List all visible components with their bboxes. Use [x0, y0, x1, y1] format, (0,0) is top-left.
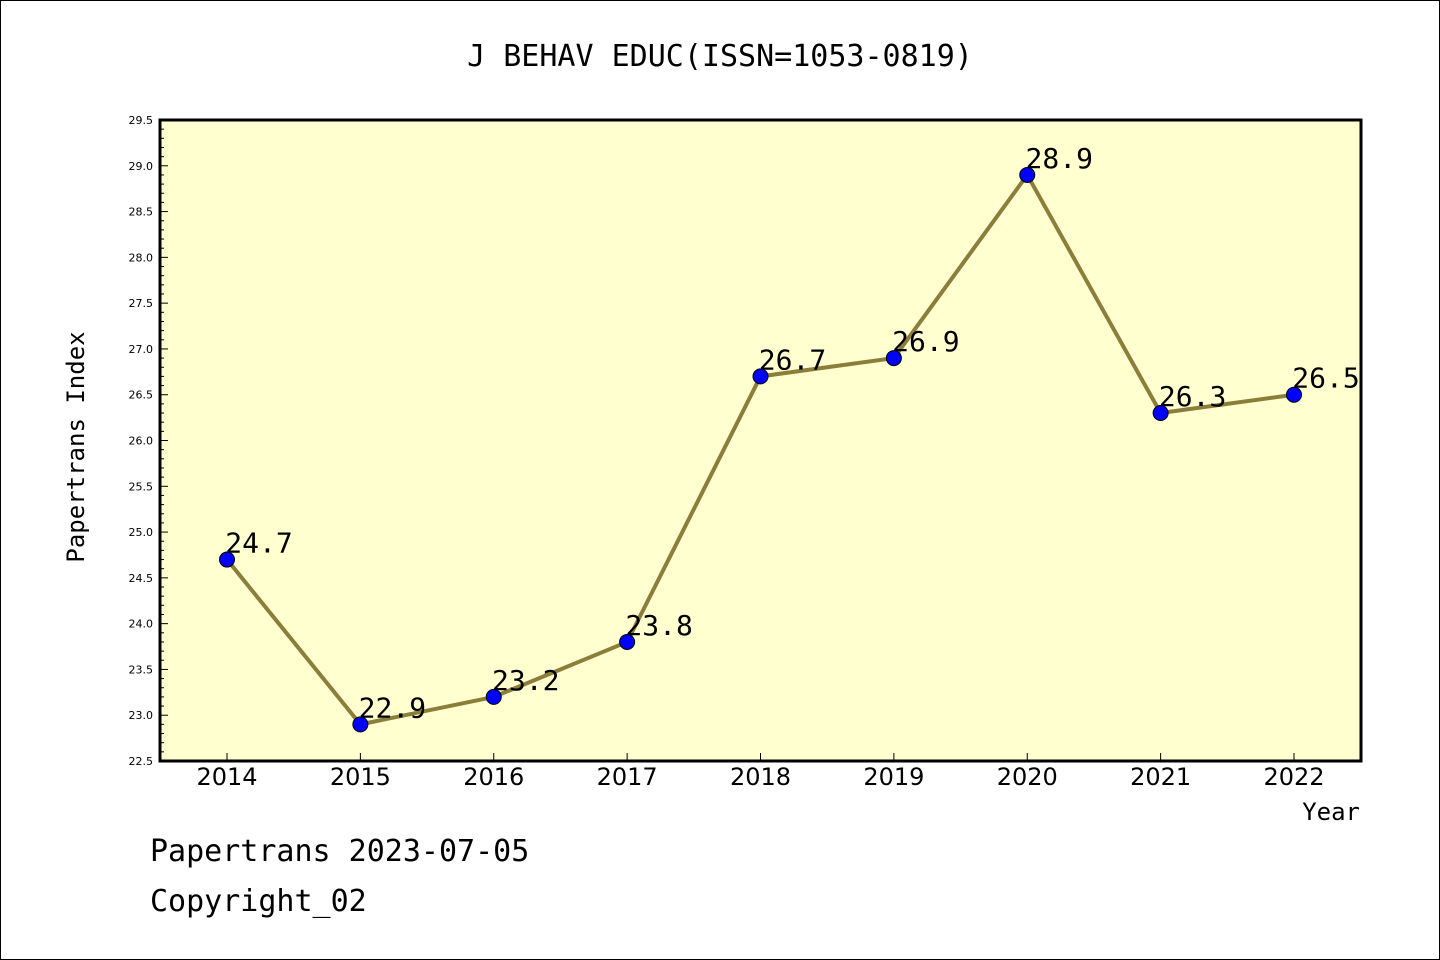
y-tick-label: 24.0	[129, 618, 154, 631]
data-label: 26.5	[1292, 362, 1359, 395]
y-tick-label: 28.0	[129, 251, 154, 264]
x-tick-label: 2017	[597, 763, 658, 791]
plot-area	[158, 118, 1363, 763]
x-tick-label: 2014	[196, 763, 257, 791]
y-tick-label: 24.5	[129, 572, 154, 585]
data-label: 26.3	[1159, 380, 1226, 413]
y-tick-label: 28.5	[129, 206, 154, 219]
data-label: 23.8	[625, 609, 692, 642]
x-tick-label: 2015	[330, 763, 391, 791]
y-tick-label: 29.5	[129, 114, 154, 127]
data-point-marker	[219, 551, 235, 568]
data-point-marker	[1019, 166, 1036, 183]
x-tick-label: 2020	[997, 763, 1058, 791]
x-axis-label: Year	[1302, 798, 1360, 826]
data-point-marker	[619, 633, 636, 650]
x-tick-label: 2019	[863, 763, 924, 791]
data-label: 26.9	[892, 325, 959, 358]
chart-title: J BEHAV EDUC(ISSN=1053-0819)	[467, 39, 973, 74]
data-label: 26.7	[759, 343, 826, 376]
x-tick-label: 2021	[1130, 763, 1191, 791]
footer-copyright: Copyright_02	[150, 884, 367, 919]
data-label: 23.2	[492, 664, 559, 697]
data-point-marker	[352, 716, 369, 733]
footer-date: Papertrans 2023-07-05	[150, 834, 530, 869]
y-tick-label: 26.0	[129, 435, 154, 448]
data-label: 24.7	[225, 527, 292, 560]
series-layer: 24.7 22.9 23.2 23.8 26.7 26.9 28.9 26.3 26.5	[219, 142, 1360, 733]
x-tick-label: 2018	[730, 763, 791, 791]
x-tick-label: 2022	[1263, 763, 1324, 791]
data-label: 28.9	[1026, 142, 1093, 175]
y-tick-label: 26.5	[129, 389, 154, 402]
y-tick-label: 25.0	[129, 526, 154, 539]
data-point-marker	[1152, 405, 1169, 422]
y-tick-label: 25.5	[129, 480, 154, 493]
y-tick-label: 29.0	[129, 160, 154, 173]
data-point-marker	[752, 368, 769, 385]
data-point-marker	[1286, 386, 1302, 403]
y-tick-label: 27.0	[129, 343, 154, 356]
data-point-marker	[885, 350, 902, 367]
y-axis-label: Papertrans Index	[62, 331, 90, 562]
y-tick-label: 27.5	[129, 297, 154, 310]
data-point-marker	[485, 688, 502, 705]
x-tick-label: 2016	[463, 763, 524, 791]
y-tick-label: 23.0	[129, 709, 154, 722]
y-tick-label: 22.5	[129, 755, 154, 768]
x-axis: 2014 2015 2016 2017 2018 2019 2020 2021 2022	[196, 753, 1325, 791]
data-label: 22.9	[359, 691, 426, 724]
y-tick-label: 23.5	[129, 663, 154, 676]
y-axis: 22.5 23.0 23.5 24.0 24.5 25.0 25.5 26.0 26.5 27.0…	[129, 114, 168, 768]
